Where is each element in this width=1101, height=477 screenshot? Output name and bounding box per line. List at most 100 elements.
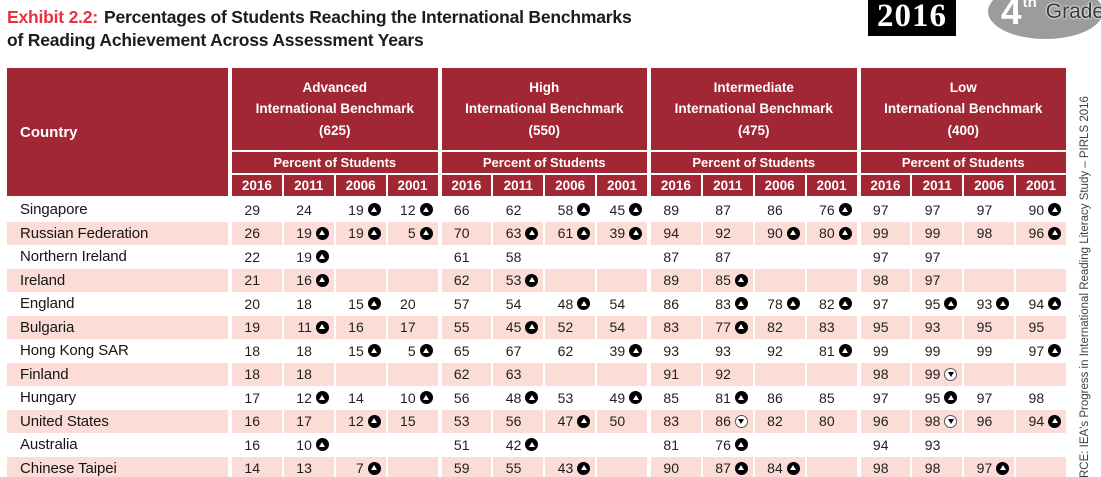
- data-cell: 87: [703, 245, 753, 269]
- data-cell: 97: [861, 245, 911, 269]
- data-cell: 62: [441, 362, 492, 386]
- benchmark-group-cells: 26 19 19 5: [232, 221, 438, 245]
- data-cell: 81: [807, 339, 857, 363]
- table-body: Singapore 29 24 19 12 66 62 58 45 89 87 86 76 97 97 97 9…: [7, 198, 1066, 477]
- data-cell: 48: [545, 292, 595, 316]
- percent-value: 96: [872, 413, 889, 430]
- data-cell: 97: [861, 292, 911, 316]
- benchmark-group-cells: 20 18 15 20: [232, 292, 438, 316]
- data-cell: 99: [861, 339, 911, 363]
- data-cell: 63: [493, 221, 544, 245]
- data-cell: 55: [441, 315, 492, 339]
- percent-value: 80: [819, 225, 835, 242]
- significantly-higher-icon: [525, 438, 539, 452]
- data-cell: 10: [284, 433, 334, 457]
- benchmark-name: Low: [949, 79, 977, 95]
- data-cell: [806, 268, 857, 292]
- significantly-higher-icon: [419, 344, 433, 358]
- percent-value: 5: [407, 225, 416, 242]
- percent-value: 14: [348, 389, 364, 406]
- data-cell: 93: [912, 433, 962, 457]
- significantly-higher-icon: [419, 203, 433, 217]
- percent-value: 92: [767, 342, 783, 359]
- percent-value: 16: [244, 436, 260, 453]
- year-header: 2011: [912, 175, 963, 196]
- benchmark-group-cells: 91 92: [651, 362, 857, 386]
- percent-value: 90: [767, 225, 783, 242]
- percent-value: 98: [976, 225, 993, 242]
- data-cell: 15: [336, 292, 386, 316]
- significantly-lower-icon: [944, 367, 958, 381]
- data-cell: 83: [651, 409, 701, 433]
- percent-value: 62: [453, 272, 470, 289]
- percent-value: 22: [244, 248, 260, 265]
- pirls-year-badge: 2016: [868, 0, 956, 36]
- data-cell: 5: [387, 221, 438, 245]
- country-name: Bulgaria: [7, 315, 228, 339]
- significantly-higher-icon: [838, 203, 852, 217]
- percent-value: 81: [819, 342, 835, 359]
- data-cell: [387, 456, 438, 477]
- significantly-higher-icon: [838, 226, 852, 240]
- benchmark-score: (400): [947, 122, 979, 138]
- data-cell: [387, 268, 438, 292]
- table-header: Country Advanced International Benchmark (…: [7, 68, 1066, 196]
- data-cell: 82: [807, 292, 857, 316]
- benchmark-group-cells: 70 63 61 39: [441, 221, 647, 245]
- percent-value: 89: [663, 272, 679, 289]
- benchmark-table: Country Advanced International Benchmark (…: [7, 68, 1066, 477]
- benchmark-group-cells: 99 99 98 96: [860, 221, 1066, 245]
- percent-value: 18: [296, 342, 312, 359]
- data-cell: 92: [755, 339, 805, 363]
- percent-value: 19: [348, 225, 364, 242]
- percent-value: 93: [924, 319, 941, 336]
- percent-value: 18: [244, 342, 260, 359]
- table-row: United States 16 17 12 15 53 56 47 50 83 86 82 80 96 9…: [7, 409, 1066, 433]
- data-cell: 97: [861, 198, 911, 222]
- table-row: Singapore 29 24 19 12 66 62 58 45 89 87 86 76 97 97 97 9…: [7, 198, 1066, 222]
- data-cell: 50: [597, 409, 647, 433]
- percent-value: 96: [1028, 225, 1045, 242]
- benchmark-group-cells: 61 58: [442, 245, 648, 269]
- percent-value: 42: [505, 436, 522, 453]
- year-header-row: 2016 2011 2006 2001: [651, 175, 857, 196]
- country-name: Northern Ireland: [20, 248, 127, 266]
- percent-value: 87: [715, 201, 731, 218]
- data-cell: 22: [232, 245, 282, 269]
- significantly-higher-icon: [629, 203, 643, 217]
- year-header: 2001: [806, 175, 857, 196]
- percent-value: 53: [505, 272, 522, 289]
- percent-value: 61: [453, 248, 470, 265]
- significantly-higher-icon: [525, 226, 539, 240]
- data-cell: 49: [597, 386, 647, 410]
- data-cell: 65: [442, 339, 492, 363]
- benchmark-group-cells: 97 95 97 98: [861, 386, 1067, 410]
- data-cell: 81: [703, 386, 753, 410]
- data-cell: 99: [860, 221, 911, 245]
- percent-value: 81: [715, 389, 731, 406]
- year-header: 2001: [1016, 175, 1066, 196]
- data-cell: [1016, 433, 1066, 457]
- significantly-lower-icon: [734, 414, 748, 428]
- data-cell: 56: [493, 409, 544, 433]
- data-cell: 94: [1016, 409, 1066, 433]
- year-header: 2016: [651, 175, 701, 196]
- percent-value: 83: [819, 319, 835, 336]
- percent-value: 56: [453, 389, 470, 406]
- percent-value: 89: [663, 201, 679, 218]
- benchmark-group-cells: 97 97: [861, 245, 1067, 269]
- data-cell: 16: [232, 409, 282, 433]
- data-cell: 93: [964, 292, 1014, 316]
- benchmark-group-cells: 89 87 86 76: [651, 198, 857, 222]
- benchmark-score: (550): [528, 122, 560, 138]
- percent-value: 76: [819, 201, 835, 218]
- table-row: Russian Federation 26 19 19 5 70 63 61 39 94 92 90 8…: [7, 221, 1066, 245]
- percent-value: 58: [557, 201, 574, 218]
- data-cell: 90: [754, 221, 805, 245]
- significantly-higher-icon: [1048, 203, 1062, 217]
- table-row: Finland 18 18 62 63 91 92 98 99: [7, 362, 1066, 386]
- benchmark-group-cells: 18 18 15 5: [232, 339, 438, 363]
- benchmark-group-cells: 93 93 92 81: [651, 339, 857, 363]
- percent-value: 98: [924, 413, 941, 430]
- percent-value: 86: [767, 201, 783, 218]
